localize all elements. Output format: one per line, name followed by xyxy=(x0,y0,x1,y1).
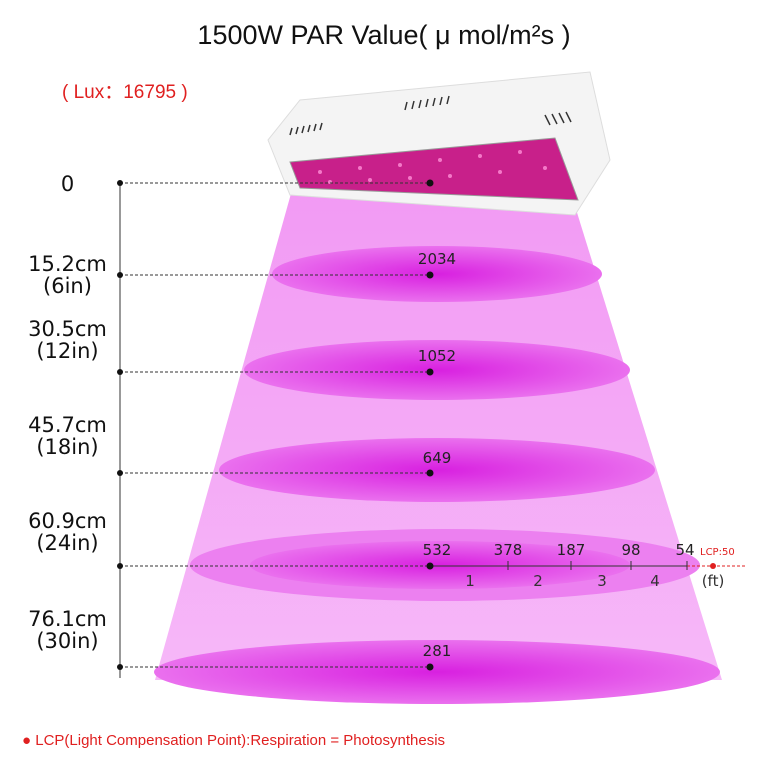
feet-label: 3 xyxy=(597,572,607,590)
page-title: 1500W PAR Value( μ mol/m²s ) xyxy=(197,20,571,50)
par-value: 378 xyxy=(493,541,523,559)
light-ellipse xyxy=(244,340,630,400)
feet-label: 2 xyxy=(533,572,543,590)
lcp-label: LCP:50 xyxy=(700,547,735,558)
distance-label: 0 xyxy=(60,172,75,196)
lcp-dot xyxy=(710,563,716,569)
par-value: 98 xyxy=(621,541,641,559)
par-value: 1052 xyxy=(417,347,457,365)
feet-unit: (ft) xyxy=(701,572,725,590)
distance-label: 30.5cm (12in) xyxy=(28,317,107,363)
distance-label: 60.9cm (24in) xyxy=(28,509,107,555)
distance-label: 45.7cm (18in) xyxy=(28,413,107,459)
light-ellipse xyxy=(250,541,630,589)
par-value: 281 xyxy=(422,642,452,660)
par-value: 649 xyxy=(422,449,452,467)
light-ellipse xyxy=(154,640,720,704)
footnote: ● LCP(Light Compensation Point):Respirat… xyxy=(22,732,446,749)
par-value: 532 xyxy=(422,541,452,559)
distance-label: 76.1cm (30in) xyxy=(28,607,107,653)
distance-label: 15.2cm (6in) xyxy=(28,252,107,298)
par-value: 54 xyxy=(675,541,695,559)
light-ellipse xyxy=(272,246,602,302)
par-value: 2034 xyxy=(417,250,457,268)
lux-value: ( Lux：16795 ) xyxy=(62,82,188,103)
light-ellipse xyxy=(219,438,655,502)
par-value: 187 xyxy=(556,541,586,559)
feet-label: 4 xyxy=(650,572,660,590)
feet-label: 1 xyxy=(465,572,475,590)
led-grow-light-panel xyxy=(267,71,611,216)
